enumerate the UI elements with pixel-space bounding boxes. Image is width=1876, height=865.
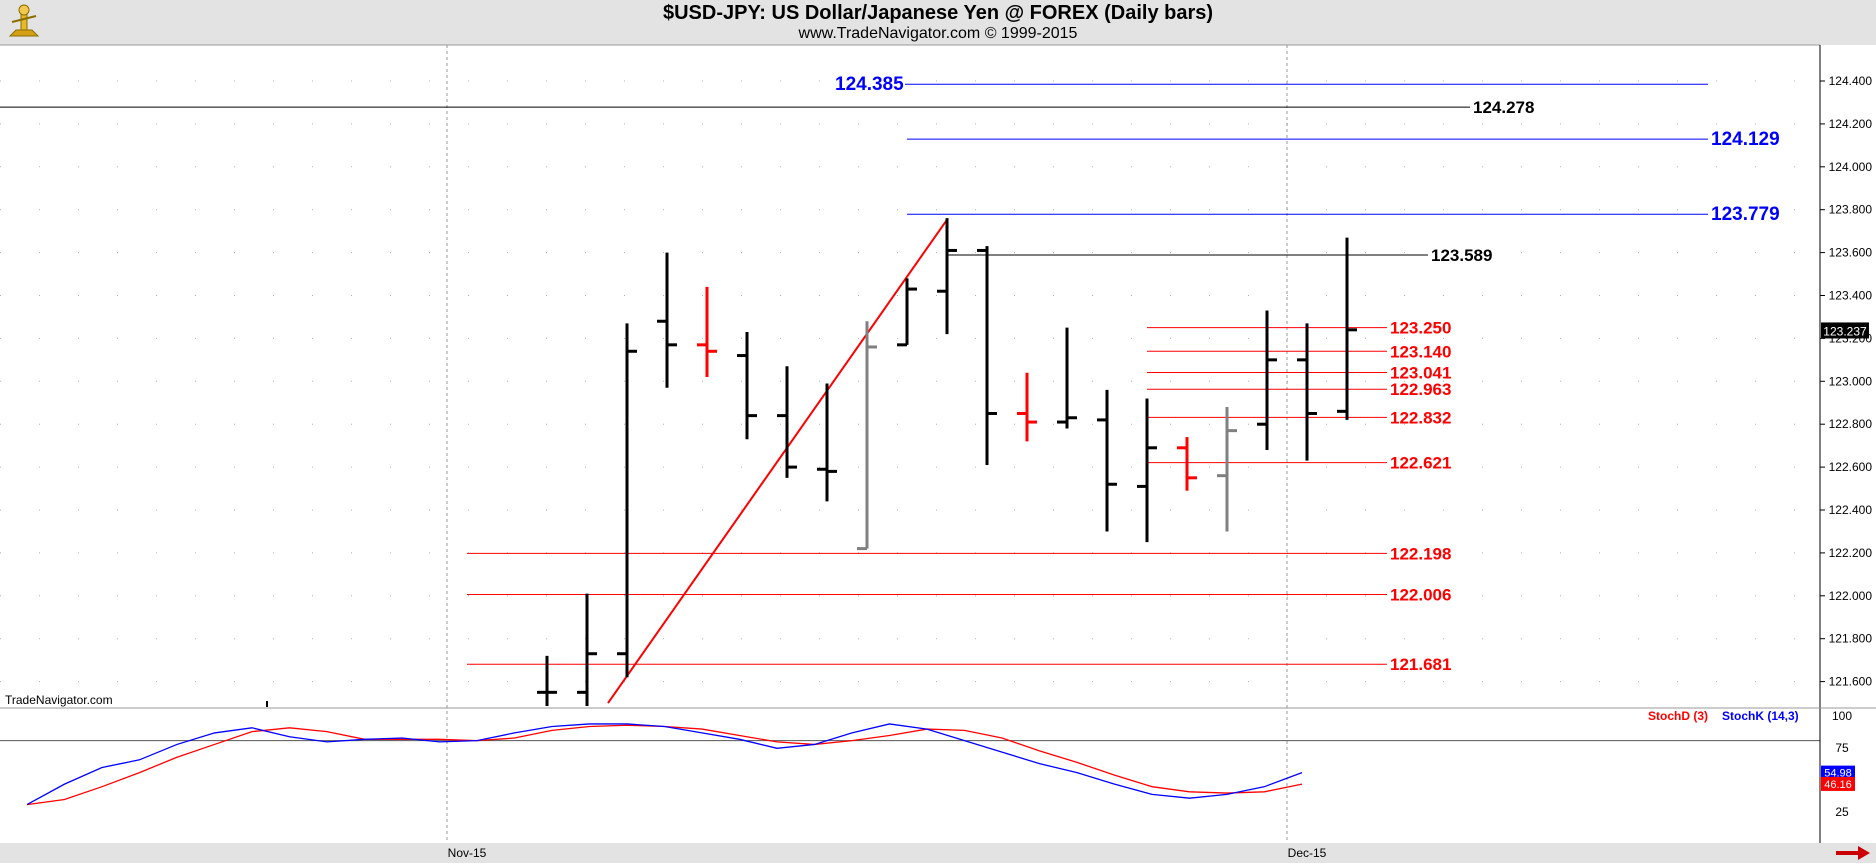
level-label: 122.621	[1390, 454, 1451, 473]
stochK-value: 54.98	[1824, 768, 1852, 780]
trendline	[607, 217, 949, 704]
level-label: 124.278	[1473, 98, 1534, 117]
ohlc-bar	[1017, 372, 1037, 442]
ohlc-bar	[657, 252, 677, 388]
ohlc-bar	[817, 383, 837, 502]
stochD-line	[26, 724, 1303, 806]
stoch-tick-label: 75	[1835, 741, 1849, 755]
ohlc-bar	[777, 366, 797, 478]
stoch-tick-label: 25	[1835, 805, 1849, 819]
ohlc-bar	[537, 655, 557, 706]
tick-label: 121.800	[1829, 632, 1873, 646]
date-label: Nov-15	[448, 846, 487, 860]
level-label: 122.006	[1390, 586, 1451, 605]
price-axis: 121.600 121.800 122.000 122.200 122.400 122.6…	[1820, 74, 1872, 689]
ohlc-bar	[617, 323, 637, 678]
ohlc-bar	[1097, 389, 1117, 532]
stochD-value-box	[1821, 776, 1855, 791]
tick-label: 122.200	[1829, 546, 1873, 560]
chart-title: $USD-JPY: US Dollar/Japanese Yen @ FOREX…	[662, 2, 1214, 24]
level-label: 121.681	[1390, 655, 1451, 674]
current-price-box	[1821, 322, 1869, 339]
current-price-label: 123.237	[1823, 324, 1867, 338]
level-label: 123.779	[1711, 204, 1780, 225]
ohlc-bar	[1297, 323, 1317, 461]
ohlc-bar	[937, 218, 957, 335]
level-label: 124.385	[835, 74, 904, 95]
date-label: Dec-15	[1288, 846, 1327, 860]
ohlc-bar	[1257, 310, 1277, 450]
stoch-tick-label: 100	[1832, 709, 1852, 723]
tick-label: 123.600	[1829, 246, 1873, 260]
tick-label: 121.600	[1829, 675, 1873, 689]
ohlc-bar	[1057, 327, 1077, 429]
month-dividers	[446, 45, 1288, 843]
ohlc-bar	[737, 331, 757, 440]
ohlc-bar	[977, 246, 997, 465]
scroll-right-arrow-icon[interactable]	[1836, 846, 1870, 865]
ohlc-bar	[1337, 237, 1357, 420]
ohlc-bar	[697, 286, 717, 378]
ohlc-bar	[1177, 437, 1197, 491]
tick-label: 124.400	[1829, 74, 1873, 88]
trendline-segment	[607, 217, 949, 704]
tick-label: 124.000	[1829, 160, 1873, 174]
watermark: TradeNavigator.com	[5, 693, 113, 707]
ohlc-bar	[577, 593, 597, 706]
level-label: 123.250	[1390, 319, 1451, 338]
ohlc-bar	[1217, 407, 1237, 532]
ohlc-bar	[897, 278, 917, 347]
chart-subtitle: www.TradeNavigator.com © 1999-2015	[798, 25, 1078, 42]
level-label: 122.832	[1390, 408, 1451, 427]
level-label: 122.963	[1390, 380, 1451, 399]
ohlc-bar	[857, 321, 877, 551]
legend-stochK: StochK (14,3)	[1722, 709, 1799, 723]
tick-label: 122.400	[1829, 503, 1873, 517]
level-label: 123.589	[1431, 246, 1492, 265]
date-axis-band	[0, 843, 1876, 863]
level-label: 123.041	[1390, 364, 1451, 383]
stochK-line	[26, 723, 1303, 806]
ohlc-bar	[1137, 398, 1157, 543]
tick-label: 123.400	[1829, 289, 1873, 303]
stochK-value-box	[1821, 765, 1855, 780]
ohlc-bars	[266, 218, 1357, 707]
tick-label: 123.000	[1829, 374, 1873, 388]
tick-label: 124.200	[1829, 117, 1873, 131]
tick-label: 123.800	[1829, 203, 1873, 217]
tick-label: 122.600	[1829, 460, 1873, 474]
tick-label: 122.800	[1829, 417, 1873, 431]
level-label: 122.198	[1390, 544, 1451, 563]
date-axis: Nov-15 Dec-15	[0, 843, 1876, 863]
level-label: 124.129	[1711, 129, 1780, 150]
chart-header: $USD-JPY: US Dollar/Japanese Yen @ FOREX…	[0, 0, 1876, 45]
stochD-value: 46.16	[1824, 779, 1852, 791]
legend-stochD: StochD (3)	[1648, 709, 1708, 723]
tick-label: 122.000	[1829, 589, 1873, 603]
level-label: 123.140	[1390, 342, 1451, 361]
tradenavigator-logo-icon	[4, 2, 44, 42]
